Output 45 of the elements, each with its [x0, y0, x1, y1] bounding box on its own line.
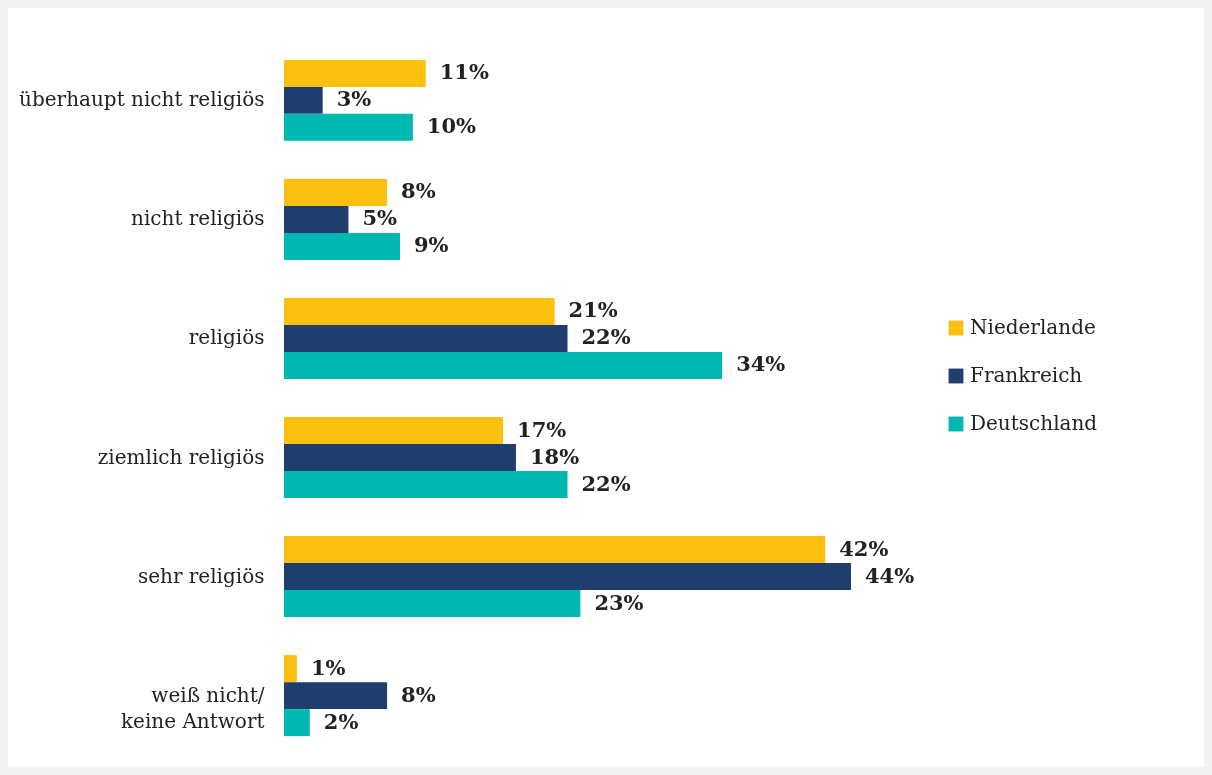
bar	[284, 471, 568, 498]
data-label: 1%	[310, 654, 346, 680]
data-label: 8%	[401, 178, 436, 204]
bar	[284, 205, 349, 233]
bar	[284, 563, 851, 591]
data-label: 2%	[323, 708, 359, 734]
data-label: 21%	[568, 297, 618, 323]
bar	[284, 113, 413, 141]
data-label: 44%	[865, 562, 915, 588]
bar	[284, 178, 388, 206]
bar	[284, 417, 504, 445]
bar	[284, 590, 581, 618]
bar	[284, 655, 297, 683]
y-tick-label: überhaupt nicht religiös	[19, 87, 265, 112]
data-label: 42%	[839, 535, 889, 561]
bar	[284, 59, 426, 87]
y-tick-label: religiös	[188, 325, 265, 350]
legend-label: Deutschland	[970, 411, 1098, 435]
data-label: 22%	[581, 324, 631, 350]
bar	[284, 86, 323, 114]
y-tick-label: sehr religiös	[137, 563, 265, 588]
data-label: 9%	[413, 232, 449, 258]
data-label: 10%	[426, 113, 477, 139]
bar	[284, 324, 568, 352]
data-label: 5%	[362, 205, 398, 231]
data-label: 23%	[594, 589, 644, 615]
bar	[284, 536, 826, 564]
bar	[284, 298, 555, 325]
legend-label: Niederlande	[970, 315, 1096, 339]
bar	[284, 351, 723, 379]
data-label: 22%	[581, 470, 631, 496]
bar	[284, 709, 310, 737]
data-label: 3%	[336, 86, 372, 112]
data-label: 18%	[529, 443, 580, 469]
data-label: 34%	[736, 351, 786, 377]
data-label: 8%	[401, 681, 436, 707]
y-tick-label: ziemlich religiös	[97, 444, 265, 469]
bar	[284, 232, 400, 260]
legend-label: Frankreich	[970, 363, 1083, 387]
data-label: 11%	[439, 59, 489, 85]
y-tick-label: weiß nicht/ keine Antwort	[120, 682, 265, 733]
bar	[284, 682, 388, 710]
y-tick-label: nicht religiös	[131, 206, 265, 231]
data-label: 17%	[517, 416, 567, 442]
bar	[284, 444, 516, 472]
